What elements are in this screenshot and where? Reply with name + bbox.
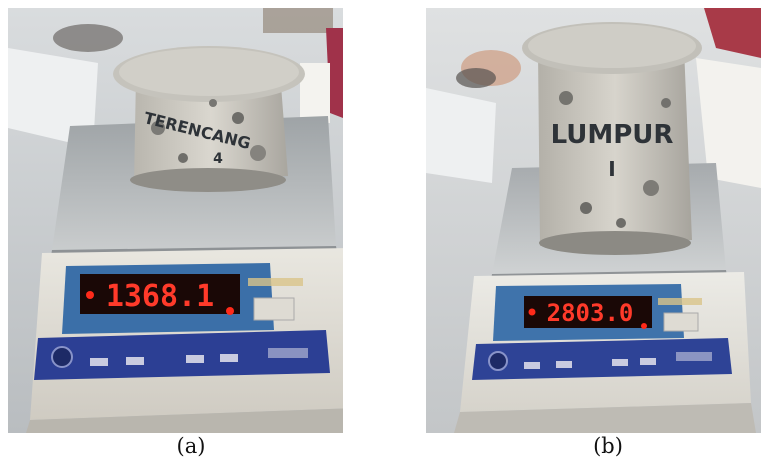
photo-scale-a: TERENCANG 4 1368.1 xyxy=(8,8,343,433)
photo-scale-b: LUMPUR I 2803.0 xyxy=(426,8,761,433)
paper-stack xyxy=(300,63,330,123)
scale-reading: 2803.0 xyxy=(547,299,634,327)
sample-submark: I xyxy=(608,157,615,181)
keypad-strip xyxy=(472,338,732,380)
lcd-screen xyxy=(80,274,240,314)
scale-reading: 1368.1 xyxy=(106,279,214,314)
sample-marking: LUMPUR xyxy=(551,120,674,150)
notebook xyxy=(326,28,343,118)
caption-a: (a) xyxy=(176,434,206,458)
concrete-sample: LUMPUR I xyxy=(522,22,702,255)
photo-panel-b: LUMPUR I 2803.0 xyxy=(426,8,761,433)
photo-panel-a: TERENCANG 4 1368.1 xyxy=(8,8,343,433)
paper-sheet xyxy=(426,88,496,183)
paper-stack xyxy=(696,58,761,188)
notebook xyxy=(704,8,761,58)
caption-b: (b) xyxy=(593,434,623,458)
sample-submark: 4 xyxy=(213,151,223,167)
lcd-screen xyxy=(524,296,652,328)
brush-bristles xyxy=(53,24,123,52)
keypad-strip xyxy=(34,330,330,380)
concrete-sample: TERENCANG 4 xyxy=(113,46,305,192)
paper-sheet xyxy=(8,48,98,148)
